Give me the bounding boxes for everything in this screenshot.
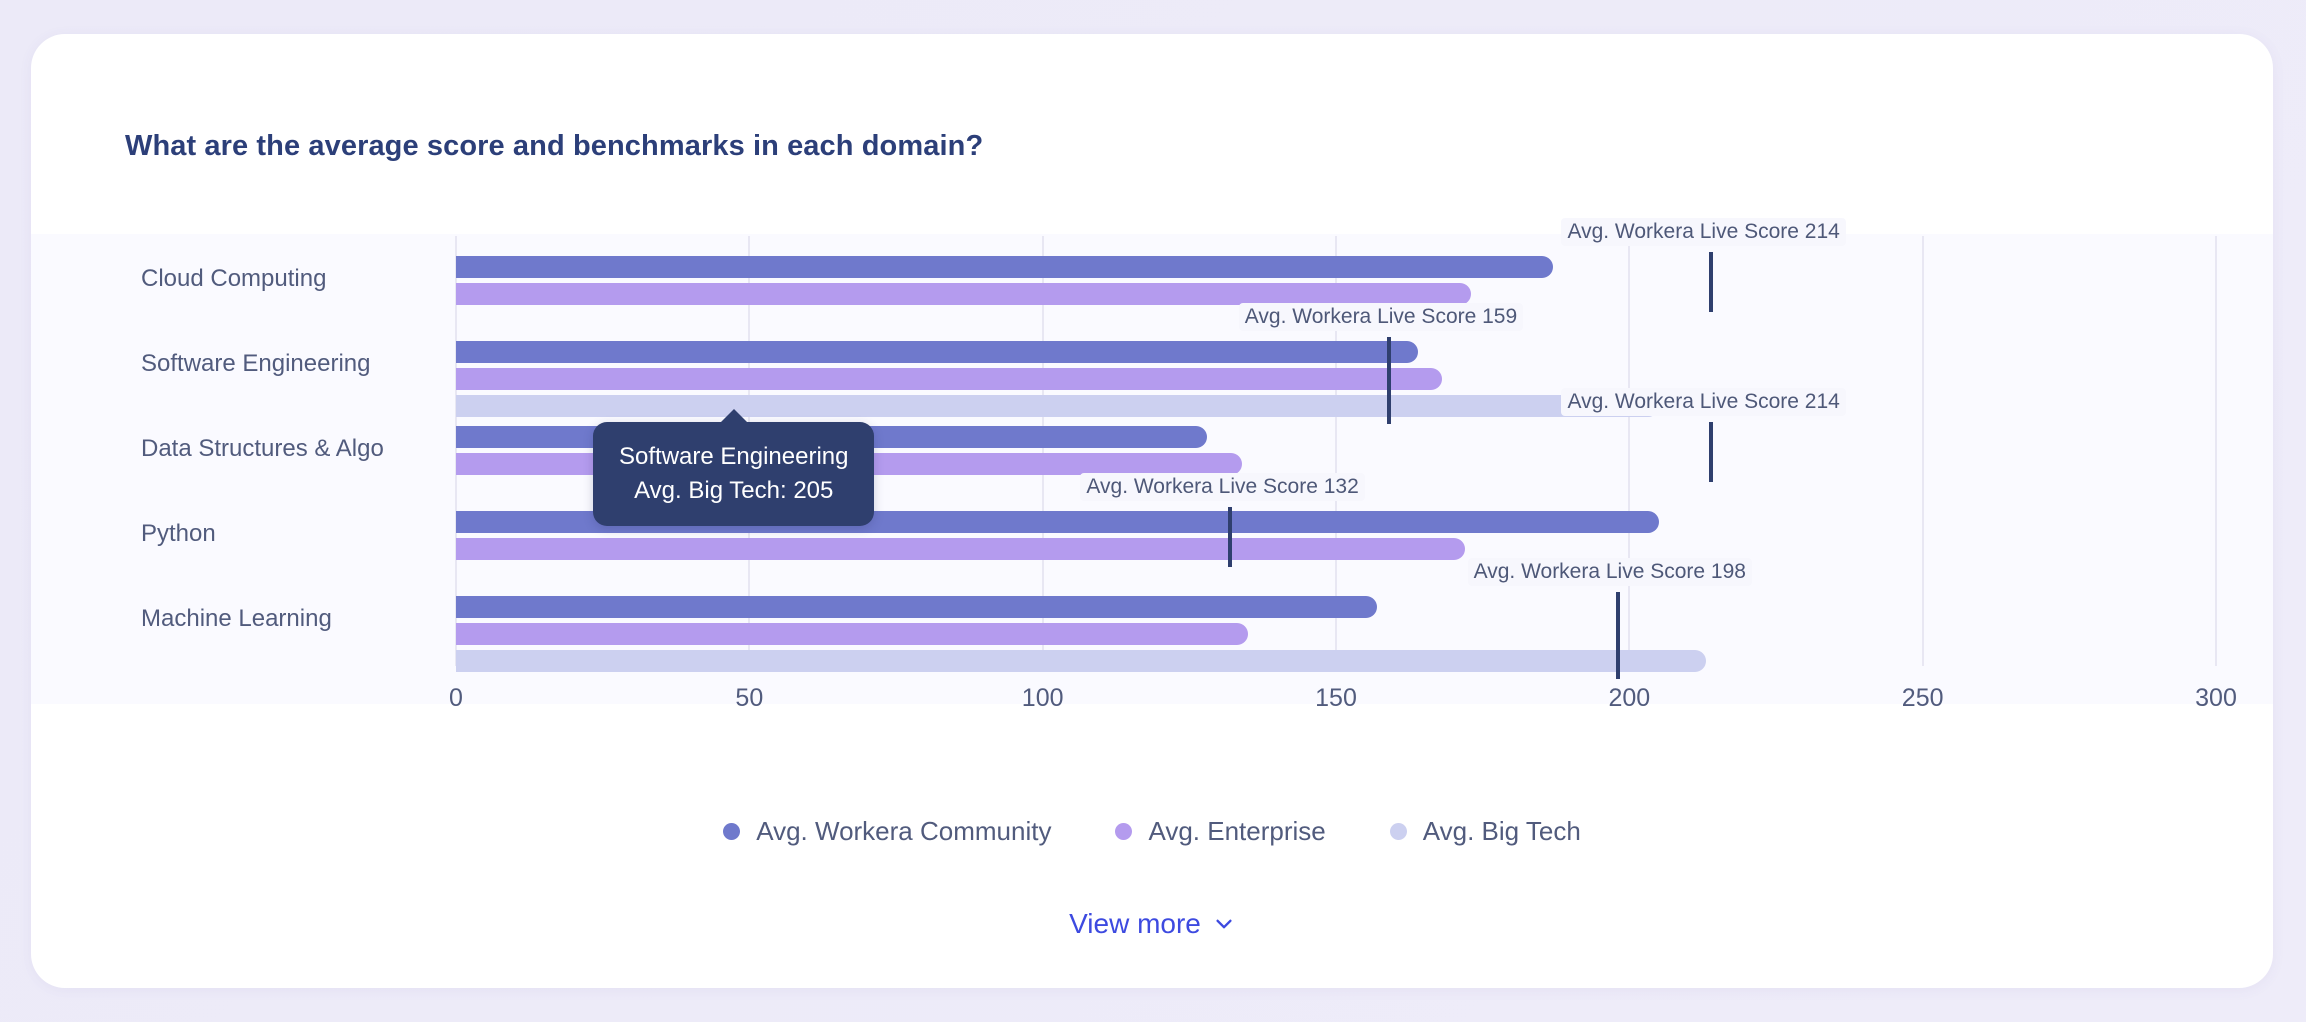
gridline [455,236,457,666]
category-label-text: Cloud Computing [141,265,327,292]
legend-color-swatch [723,823,741,840]
chart-card: What are the average score and benchmark… [31,34,2273,988]
category-label-text: Data Structures & Algo [141,435,384,462]
benchmark-tick [1709,252,1714,312]
benchmark-label: Avg. Workera Live Score 198 [1467,558,1752,586]
category-label-text: Machine Learning [141,605,332,632]
legend-item-1[interactable]: Avg. Enterprise [1115,816,1326,847]
category-label-text: Software Engineering [141,350,371,377]
tooltip-value: Avg. Big Tech: 205 [634,477,834,505]
bar[interactable] [456,341,1419,363]
bar[interactable] [456,596,1378,618]
x-tick-label: 200 [1608,684,1651,712]
category-label-3: Python [141,517,451,551]
gridline [1335,236,1337,666]
page-title: What are the average score and benchmark… [125,130,984,162]
x-tick-label: 100 [1021,684,1064,712]
legend-item-0[interactable]: Avg. Workera Community [723,816,1051,847]
benchmark-tick [1386,337,1391,424]
benchmark-tick [1228,507,1233,567]
legend-label: Avg. Big Tech [1422,816,1581,846]
bar[interactable] [456,395,1659,417]
bar[interactable] [456,650,1706,672]
tooltip-title: Software Engineering [619,443,849,470]
x-tick-label: 150 [1315,684,1357,712]
bar[interactable] [456,256,1554,278]
benchmark-tick [1709,422,1714,482]
chevron-down-icon [1216,919,1232,929]
bar[interactable] [456,538,1466,560]
legend-color-swatch [1389,823,1407,840]
legend-label: Avg. Workera Community [756,816,1052,846]
bar[interactable] [456,623,1248,645]
category-label-4: Machine Learning [141,602,451,636]
x-tick-label: 300 [2195,684,2237,712]
legend-label: Avg. Enterprise [1148,816,1326,846]
category-label-0: Cloud Computing [141,262,451,296]
benchmark-label: Avg. Workera Live Score 214 [1561,388,1846,416]
benchmark-label: Avg. Workera Live Score 132 [1080,473,1365,501]
view-more-label: View more [1069,908,1201,939]
tooltip-arrow-icon [719,409,748,423]
chart-legend: Avg. Workera Community Avg. Enterprise Avg… [31,816,2273,847]
gridline [1041,236,1044,666]
gridline [1921,236,1924,666]
bar[interactable] [456,368,1442,390]
legend-color-swatch [1115,823,1133,840]
bar[interactable] [456,283,1471,305]
legend-item-2[interactable]: Avg. Big Tech [1389,816,1581,847]
view-more-button[interactable]: View more [31,908,2273,940]
x-tick-label: 50 [735,684,764,712]
category-label-text: Python [141,520,216,547]
category-label-2: Data Structures & Algo [141,432,451,466]
benchmark-tick [1615,592,1620,679]
gridline [2215,236,2217,666]
chart-tooltip: Software Engineering Avg. Big Tech: 205 [593,409,875,527]
x-tick-label: 0 [449,684,463,712]
benchmark-label: Avg. Workera Live Score 214 [1561,218,1846,246]
chart-area: Cloud Computing Software Engineering Data … [31,204,2273,764]
benchmark-label: Avg. Workera Live Score 159 [1238,303,1524,331]
gridline [1628,236,1631,666]
category-label-1: Software Engineering [141,347,451,381]
x-tick-label: 250 [1901,684,1944,712]
